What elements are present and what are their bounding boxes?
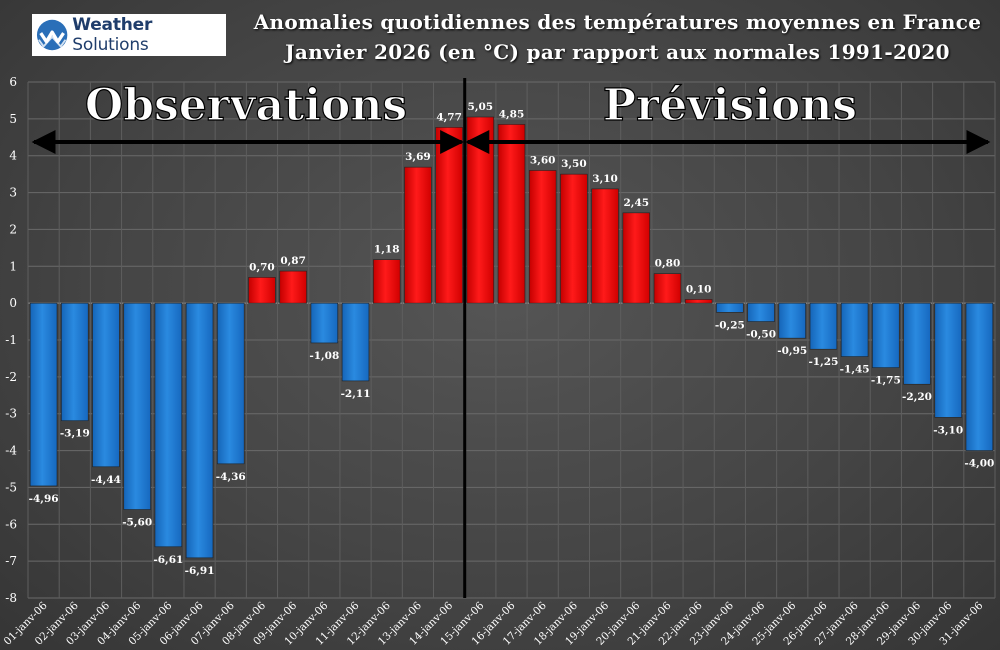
bar bbox=[840, 302, 869, 357]
y-tick-label: -5 bbox=[5, 480, 17, 494]
data-label: -1,45 bbox=[840, 364, 870, 376]
bar bbox=[934, 302, 962, 418]
bar bbox=[373, 259, 401, 304]
bar bbox=[684, 299, 713, 304]
logo-text: Weather Solutions bbox=[72, 15, 226, 55]
data-label: -6,61 bbox=[153, 554, 183, 566]
brand-logo: Weather Solutions bbox=[32, 14, 226, 56]
y-tick-label: -4 bbox=[5, 444, 17, 458]
bar bbox=[809, 302, 838, 350]
bar bbox=[872, 302, 900, 368]
data-label: 3,60 bbox=[530, 154, 556, 166]
logo-wave-icon bbox=[36, 19, 68, 51]
bar bbox=[466, 116, 495, 304]
data-label: -5,60 bbox=[122, 517, 152, 529]
y-tick-label: -8 bbox=[5, 591, 17, 605]
data-label: -4,36 bbox=[216, 471, 246, 483]
y-tick-label: -7 bbox=[5, 554, 17, 568]
data-label: 0,70 bbox=[249, 261, 275, 273]
data-label: 4,77 bbox=[436, 111, 462, 123]
y-tick-label: 2 bbox=[9, 222, 17, 236]
bar bbox=[185, 302, 214, 559]
bar bbox=[404, 166, 432, 304]
data-label: -0,50 bbox=[746, 329, 776, 341]
bar bbox=[435, 127, 463, 304]
data-label: -4,96 bbox=[29, 493, 59, 505]
data-label: -0,25 bbox=[715, 319, 745, 331]
bar bbox=[965, 302, 994, 451]
bar bbox=[61, 302, 89, 422]
data-label: 3,10 bbox=[592, 173, 618, 185]
bar bbox=[716, 302, 744, 313]
bar bbox=[29, 302, 58, 487]
bar bbox=[528, 170, 557, 304]
logo-brand-bold: Weather bbox=[72, 15, 153, 35]
data-label: -1,08 bbox=[309, 350, 339, 362]
y-tick-label: 4 bbox=[9, 149, 17, 163]
data-label: -1,75 bbox=[871, 375, 901, 387]
y-tick-label: 1 bbox=[9, 259, 17, 273]
logo-brand-light: Solutions bbox=[72, 35, 149, 55]
bar bbox=[279, 270, 307, 304]
chart-title-line2: Janvier 2026 (en °C) par rapport aux nor… bbox=[285, 40, 950, 64]
bar bbox=[747, 302, 775, 322]
data-label: -3,10 bbox=[933, 424, 963, 436]
data-label: 0,80 bbox=[655, 258, 681, 270]
bar bbox=[497, 124, 526, 304]
y-tick-label: -2 bbox=[5, 370, 17, 384]
data-label: -4,00 bbox=[964, 458, 994, 470]
data-label: 3,69 bbox=[405, 151, 431, 163]
data-label: 2,45 bbox=[623, 197, 649, 209]
bar bbox=[123, 302, 151, 510]
data-label: -3,19 bbox=[60, 428, 90, 440]
bar bbox=[154, 302, 183, 548]
y-tick-label: -1 bbox=[5, 333, 17, 347]
bar bbox=[560, 173, 588, 304]
bar bbox=[903, 302, 931, 385]
bar bbox=[778, 302, 806, 339]
data-label: -2,11 bbox=[341, 388, 371, 400]
y-tick-label: -3 bbox=[5, 407, 17, 421]
data-label: -2,20 bbox=[902, 391, 932, 403]
data-label: -6,91 bbox=[185, 565, 215, 577]
data-label: -4,44 bbox=[91, 474, 121, 486]
data-label: 3,50 bbox=[561, 158, 587, 170]
data-label: 0,87 bbox=[280, 255, 306, 267]
data-label: 1,18 bbox=[374, 244, 400, 256]
previsions-label: Prévisions bbox=[603, 80, 857, 131]
bar bbox=[341, 302, 370, 382]
observations-label: Observations bbox=[85, 80, 407, 131]
bar bbox=[92, 302, 120, 468]
y-tick-label: 5 bbox=[9, 112, 17, 126]
bar bbox=[217, 302, 245, 465]
bar bbox=[248, 277, 276, 304]
data-label: 4,85 bbox=[499, 108, 525, 120]
data-label: 5,05 bbox=[468, 101, 494, 113]
y-tick-label: -6 bbox=[5, 517, 17, 531]
y-tick-label: 0 bbox=[9, 296, 17, 310]
bar bbox=[591, 188, 619, 304]
y-tick-label: 3 bbox=[9, 186, 17, 200]
data-label: 0,10 bbox=[686, 283, 712, 295]
chart-title-line1: Anomalies quotidiennes des températures … bbox=[253, 10, 982, 34]
bar bbox=[310, 302, 339, 344]
bar bbox=[653, 273, 682, 304]
bar bbox=[622, 212, 650, 304]
y-tick-label: 6 bbox=[9, 75, 17, 89]
data-label: -0,95 bbox=[777, 345, 807, 357]
data-label: -1,25 bbox=[808, 356, 838, 368]
